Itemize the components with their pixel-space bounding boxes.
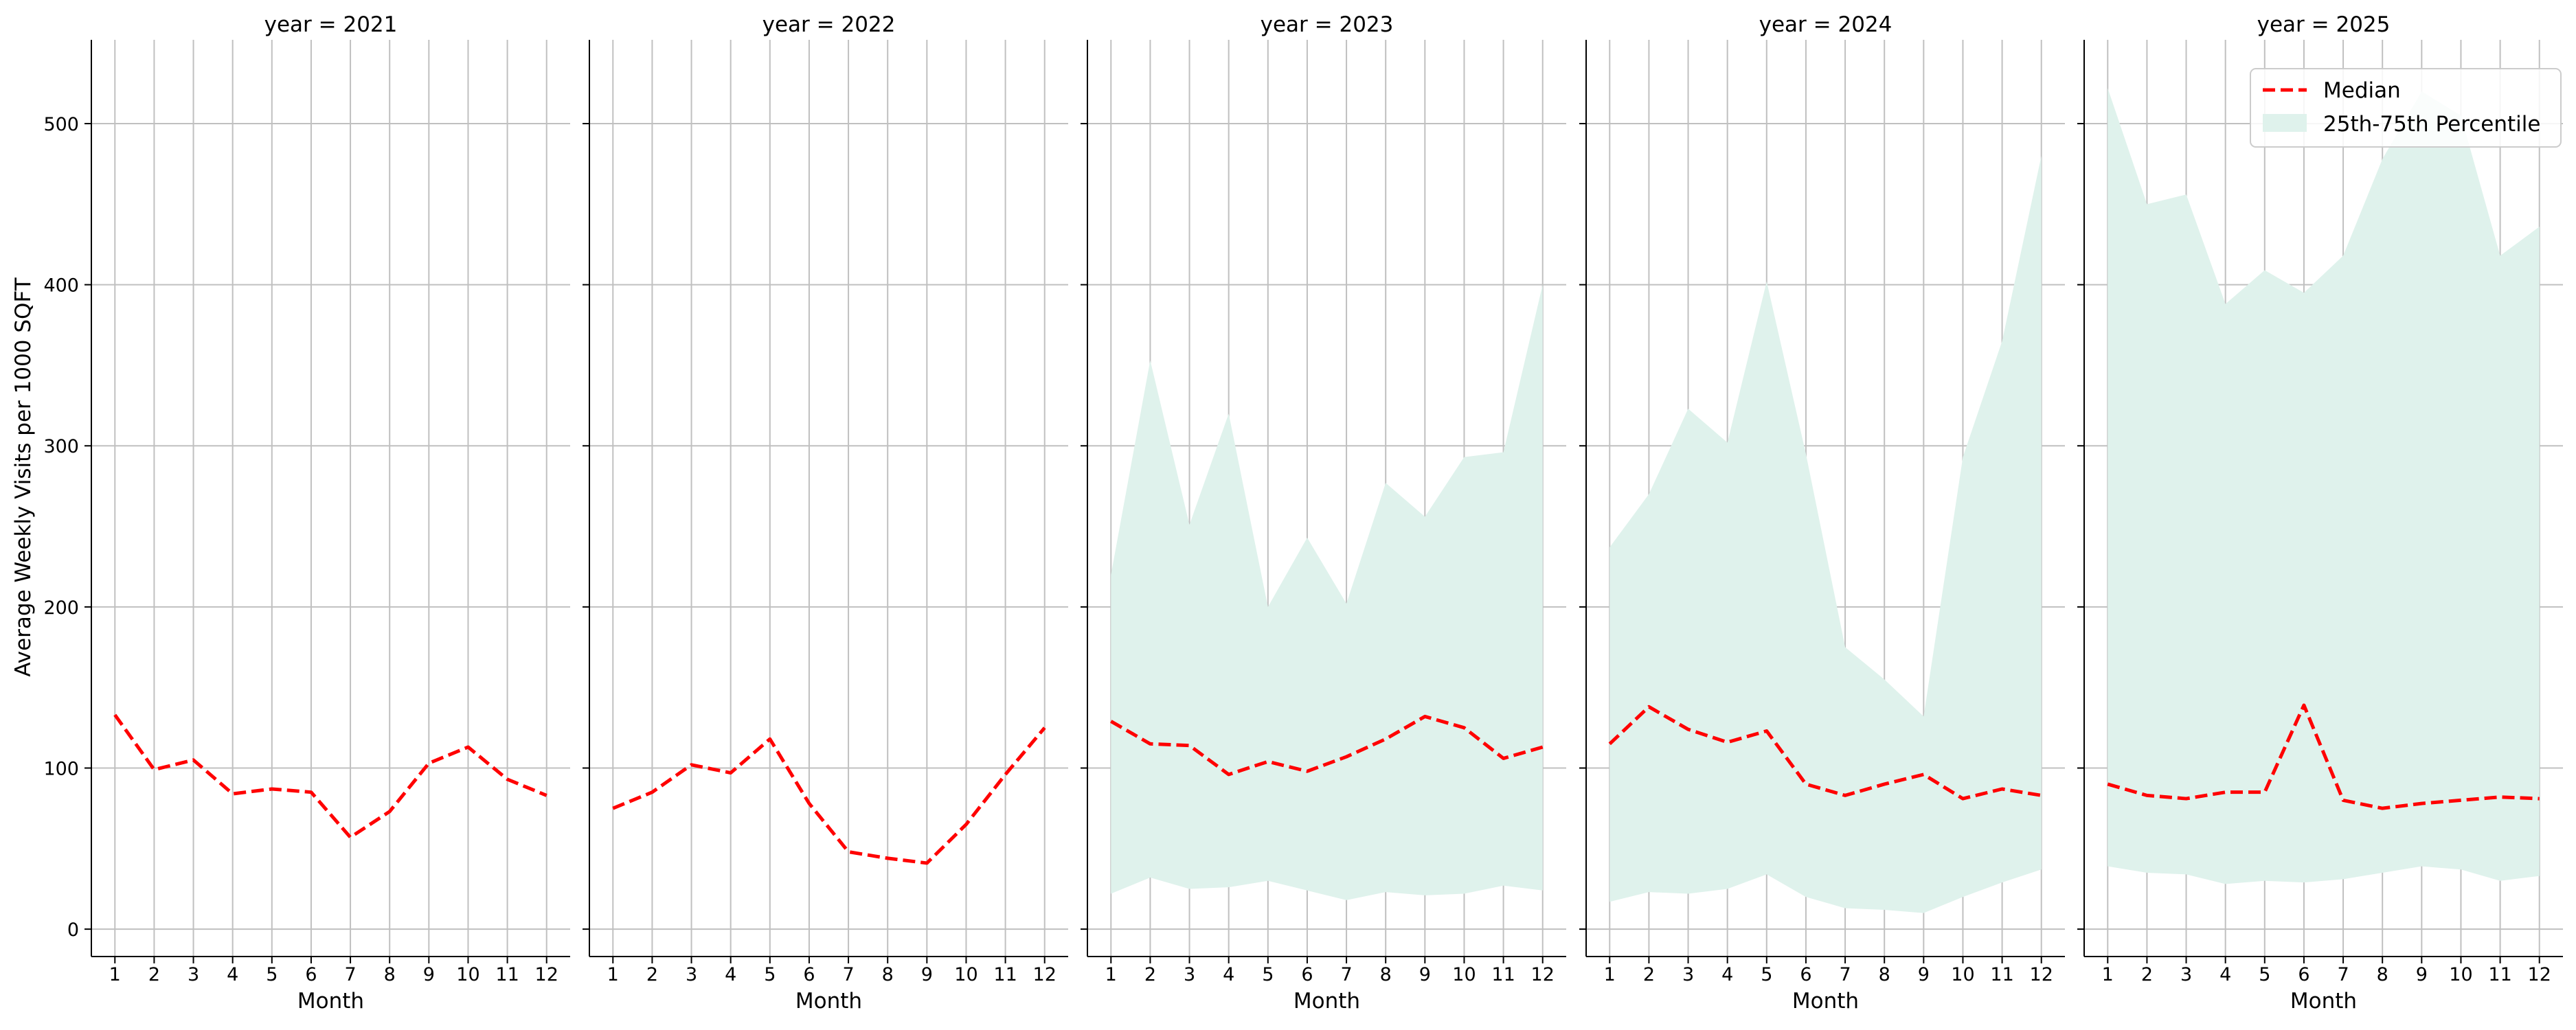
panel-title: year = 2022 (762, 12, 896, 37)
x-tick-label: 7 (344, 964, 356, 985)
x-tick-label: 10 (954, 964, 978, 985)
median-line (2107, 703, 2540, 810)
x-tick-label: 8 (1380, 964, 1392, 985)
x-tick-label: 1 (1604, 964, 1616, 985)
x-tick-label: 11 (1491, 964, 1515, 985)
legend-band-label: 25th-75th Percentile (2323, 112, 2540, 137)
x-tick-label: 3 (1184, 964, 1195, 985)
y-tick-label: 200 (43, 597, 79, 619)
x-tick-label: 9 (1918, 964, 1930, 985)
x-tick-label: 9 (2416, 964, 2428, 985)
x-axis-label: Month (297, 989, 364, 1014)
x-tick-label: 9 (423, 964, 435, 985)
x-tick-label: 12 (2030, 964, 2053, 985)
median-line (113, 713, 547, 839)
x-axis-label: Month (1293, 989, 1360, 1014)
y-tick-label: 100 (43, 758, 79, 779)
x-tick-label: 10 (456, 964, 479, 985)
x-tick-label: 6 (305, 964, 317, 985)
x-tick-label: 2 (1643, 964, 1655, 985)
panel-title: year = 2024 (1759, 12, 1893, 37)
x-tick-label: 8 (2377, 964, 2388, 985)
x-tick-label: 12 (1531, 964, 1555, 985)
y-axis-label: Average Weekly Visits per 1000 SQFT (11, 277, 36, 676)
panel-title: year = 2021 (264, 12, 398, 37)
percentile-band (1111, 284, 1543, 900)
y-tick-label: 500 (43, 114, 79, 135)
x-tick-label: 5 (2259, 964, 2270, 985)
x-tick-label: 9 (921, 964, 933, 985)
x-tick-label: 3 (1682, 964, 1694, 985)
legend-median-label: Median (2323, 78, 2401, 103)
x-tick-label: 12 (535, 964, 558, 985)
x-tick-label: 3 (686, 964, 697, 985)
y-tick-label: 300 (43, 436, 79, 457)
x-axis-label: Month (1792, 989, 1859, 1014)
x-tick-label: 2 (2141, 964, 2153, 985)
x-tick-label: 7 (1340, 964, 1352, 985)
percentile-band (1609, 155, 2042, 913)
legend-band-swatch (2263, 114, 2307, 132)
x-tick-label: 11 (2488, 964, 2511, 985)
x-tick-label: 4 (1721, 964, 1733, 985)
x-tick-label: 5 (266, 964, 278, 985)
x-tick-label: 10 (1452, 964, 1476, 985)
legend: Median 25th-75th Percentile (2250, 68, 2562, 148)
x-tick-label: 12 (2528, 964, 2551, 985)
x-tick-label: 12 (1033, 964, 1057, 985)
x-tick-label: 4 (725, 964, 736, 985)
x-tick-label: 6 (1301, 964, 1313, 985)
x-tick-label: 1 (1105, 964, 1117, 985)
y-tick-label: 400 (43, 275, 79, 297)
panel-title: year = 2025 (2257, 12, 2391, 37)
percentile-band (2108, 88, 2540, 884)
x-tick-label: 3 (188, 964, 199, 985)
x-tick-label: 6 (803, 964, 815, 985)
x-tick-label: 7 (1839, 964, 1851, 985)
x-tick-label: 11 (993, 964, 1017, 985)
y-tick-label: 0 (67, 919, 79, 941)
x-tick-label: 8 (882, 964, 894, 985)
x-axis-label: Month (795, 989, 862, 1014)
x-tick-label: 10 (1951, 964, 1974, 985)
panel-title: year = 2023 (1261, 12, 1394, 37)
x-tick-label: 4 (1223, 964, 1234, 985)
x-tick-label: 2 (1144, 964, 1156, 985)
x-tick-label: 2 (148, 964, 160, 985)
median-line (1608, 705, 2042, 801)
x-tick-label: 1 (607, 964, 619, 985)
x-tick-label: 3 (2180, 964, 2192, 985)
x-tick-label: 8 (1879, 964, 1890, 985)
x-tick-label: 7 (2337, 964, 2349, 985)
x-tick-label: 6 (1800, 964, 1811, 985)
median-line (612, 726, 1046, 865)
x-tick-label: 4 (227, 964, 238, 985)
x-tick-label: 2 (646, 964, 658, 985)
x-tick-label: 1 (109, 964, 121, 985)
median-line (1110, 714, 1544, 777)
x-tick-label: 5 (1761, 964, 1772, 985)
x-tick-label: 9 (1419, 964, 1431, 985)
x-tick-label: 8 (384, 964, 396, 985)
legend-box (2250, 68, 2562, 148)
x-tick-label: 5 (1262, 964, 1274, 985)
x-tick-label: 4 (2219, 964, 2231, 985)
x-tick-label: 6 (2298, 964, 2309, 985)
x-tick-label: 11 (1990, 964, 2013, 985)
x-tick-label: 10 (2449, 964, 2472, 985)
x-tick-label: 11 (495, 964, 519, 985)
x-tick-label: 5 (764, 964, 776, 985)
x-tick-label: 7 (842, 964, 854, 985)
x-axis-label: Month (2290, 989, 2357, 1014)
x-tick-label: 1 (2102, 964, 2114, 985)
